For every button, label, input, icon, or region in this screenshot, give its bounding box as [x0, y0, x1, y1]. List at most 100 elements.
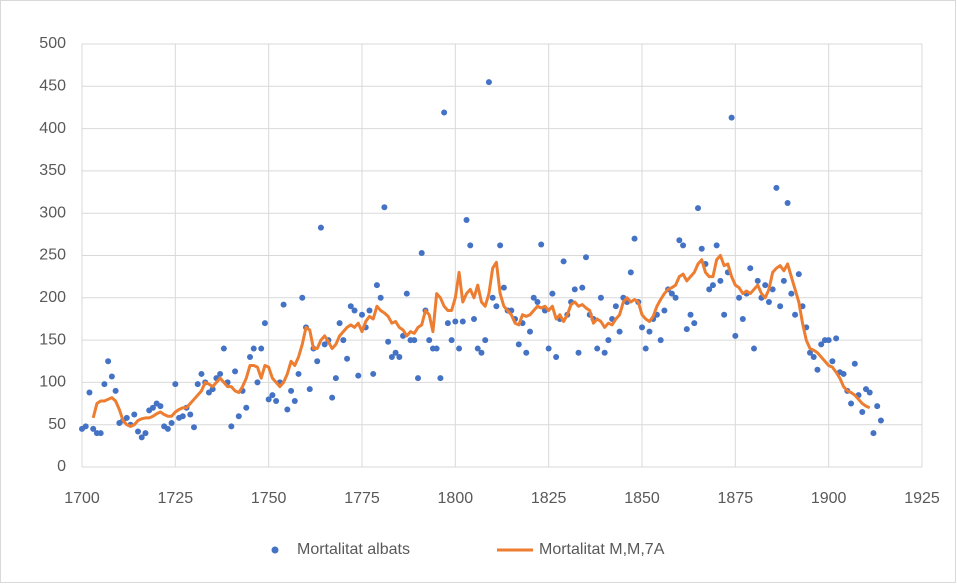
legend-marker: [271, 546, 279, 554]
scatter-point: [538, 241, 545, 248]
x-tick-label: 1925: [904, 490, 940, 507]
x-tick-label: 1800: [438, 490, 474, 507]
scatter-point: [228, 423, 235, 430]
scatter-point: [217, 370, 224, 377]
scatter-point: [86, 389, 93, 396]
scatter-point: [527, 328, 533, 335]
scatter-point: [807, 349, 813, 356]
scatter-point: [825, 337, 832, 344]
scatter-point: [553, 354, 560, 361]
scatter-point: [235, 413, 242, 420]
scatter-point: [668, 290, 675, 297]
scatter-point: [456, 345, 463, 352]
scatter-point: [478, 349, 485, 356]
y-tick-label: 300: [39, 204, 66, 221]
scatter-point: [751, 345, 757, 352]
scatter-point: [627, 269, 634, 276]
legend-label: Mortalitat albats: [297, 541, 410, 558]
scatter-point: [848, 400, 855, 407]
scatter-point: [818, 341, 825, 348]
legend-label: Mortalitat M,M,7A: [539, 541, 665, 558]
scatter-point: [131, 411, 138, 418]
scatter-point: [187, 411, 194, 418]
scatter-point: [773, 184, 780, 191]
scatter-point: [191, 424, 197, 431]
scatter-point: [616, 328, 623, 335]
scatter-point: [295, 370, 302, 377]
scatter-point: [605, 337, 612, 344]
scatter-point: [97, 430, 104, 437]
scatter-point: [579, 284, 586, 291]
scatter-point: [220, 345, 227, 352]
scatter-point: [452, 318, 459, 325]
scatter-point: [392, 349, 399, 356]
scatter-point: [601, 349, 608, 356]
scatter-point: [448, 337, 455, 344]
y-tick-label: 500: [39, 35, 66, 52]
scatter-point: [840, 370, 847, 377]
scatter-point: [265, 396, 272, 403]
scatter-point: [672, 294, 679, 301]
scatter-point: [814, 366, 821, 373]
scatter-point: [594, 345, 601, 352]
scatter-point: [571, 286, 578, 293]
scatter-point: [795, 271, 802, 278]
scatter-point: [792, 311, 799, 318]
scatter-point: [709, 282, 716, 289]
scatter-point: [646, 328, 653, 335]
y-tick-label: 100: [39, 374, 66, 391]
scatter-point: [463, 216, 470, 223]
scatter-point: [497, 242, 504, 249]
scatter-point: [683, 326, 690, 333]
scatter-point: [396, 354, 403, 361]
scatter-point: [545, 345, 552, 352]
scatter-point: [135, 428, 141, 435]
scatter-point: [467, 242, 474, 249]
scatter-point: [631, 235, 638, 242]
scatter-point: [291, 398, 298, 405]
scatter-point: [332, 375, 339, 382]
y-tick-label: 50: [48, 416, 66, 433]
x-tick-label: 1725: [158, 490, 194, 507]
scatter-point: [411, 337, 418, 344]
scatter-point: [198, 370, 205, 377]
scatter-point: [471, 315, 477, 322]
scatter-point: [101, 381, 108, 388]
scatter-point: [258, 345, 265, 352]
scatter-point: [336, 320, 343, 327]
x-tick-label: 1850: [624, 490, 660, 507]
scatter-point: [123, 414, 130, 421]
scatter-point: [784, 200, 791, 207]
y-tick-label: 250: [39, 247, 66, 264]
scatter-point: [418, 249, 425, 256]
scatter-point: [317, 224, 324, 231]
y-tick-label: 450: [39, 78, 66, 95]
scatter-point: [459, 318, 466, 325]
scatter-point: [388, 354, 395, 361]
scatter-point: [172, 381, 179, 388]
scatter-point: [810, 354, 817, 361]
y-tick-label: 200: [39, 289, 66, 306]
scatter-point: [385, 338, 392, 345]
scatter-point: [597, 294, 604, 301]
scatter-point: [687, 311, 694, 318]
scatter-point: [284, 406, 291, 413]
scatter-point: [314, 358, 321, 365]
scatter-point: [833, 335, 840, 342]
x-tick-label: 1875: [718, 490, 754, 507]
y-tick-label: 0: [57, 458, 66, 475]
scatter-point: [433, 345, 440, 352]
scatter-point: [713, 242, 720, 249]
scatter-point: [870, 430, 877, 437]
scatter-point: [347, 303, 354, 310]
scatter-point: [329, 394, 336, 401]
scatter-point: [373, 282, 380, 289]
scatter-point: [444, 320, 451, 327]
scatter-point: [142, 430, 149, 437]
scatter-point: [261, 320, 268, 327]
scatter-point: [355, 372, 362, 379]
scatter-point: [575, 349, 582, 356]
scatter-point: [179, 413, 186, 420]
scatter-point: [695, 205, 701, 212]
